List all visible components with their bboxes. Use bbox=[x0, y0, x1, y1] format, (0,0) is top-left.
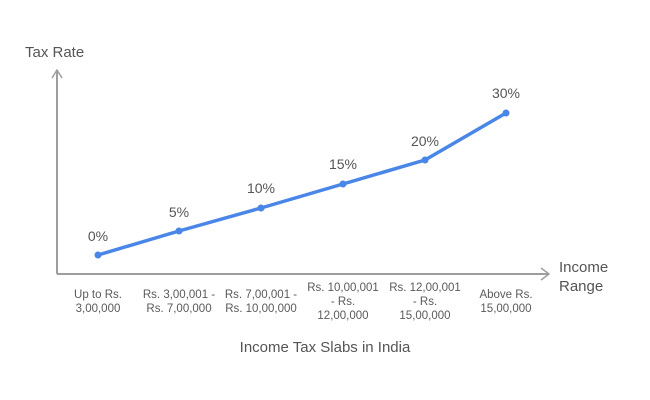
category-label-line: - Rs. bbox=[330, 296, 356, 308]
category-label-line: Rs. 7,00,001 - bbox=[224, 289, 298, 301]
category-label-line: 15,00,000 bbox=[480, 303, 532, 315]
category-label-line: Rs. 10,00,000 bbox=[225, 303, 297, 315]
category-label-line: Rs. 7,00,000 bbox=[146, 303, 212, 315]
data-point bbox=[502, 109, 510, 117]
x-axis-title: Income Range bbox=[559, 258, 608, 296]
y-axis-arrow-icon bbox=[51, 68, 63, 79]
data-point bbox=[175, 227, 183, 235]
point-label: 5% bbox=[168, 204, 190, 220]
data-point bbox=[339, 180, 347, 188]
category-label-line: 15,00,000 bbox=[399, 310, 451, 322]
tax-rate-line bbox=[96, 111, 508, 257]
category-label-line: 3,00,000 bbox=[75, 303, 121, 315]
category-label: Up to Rs. 3,00,000 bbox=[57, 288, 139, 316]
data-point bbox=[421, 156, 429, 164]
category-label-line: Up to Rs. bbox=[74, 289, 122, 301]
category-label-line: Rs. 12,00,001 bbox=[389, 282, 461, 294]
category-label-line: Rs. 3,00,001 - bbox=[142, 289, 216, 301]
point-label: 0% bbox=[87, 228, 109, 244]
category-label-line: 12,00,000 bbox=[317, 310, 369, 322]
category-label-line: Rs. 10,00,001 bbox=[307, 282, 379, 294]
point-label: 20% bbox=[410, 133, 440, 149]
category-label-line: Above Rs. bbox=[479, 289, 533, 301]
x-axis-arrow-icon bbox=[540, 267, 551, 281]
category-label: Above Rs. 15,00,000 bbox=[465, 288, 547, 316]
category-label: Rs. 10,00,001 - Rs. 12,00,000 bbox=[302, 281, 384, 323]
category-label: Rs. 12,00,001 - Rs. 15,00,000 bbox=[384, 281, 466, 323]
data-point bbox=[94, 251, 102, 259]
point-label: 15% bbox=[328, 156, 358, 172]
x-axis-title-line1: Income bbox=[559, 259, 609, 276]
y-axis-title: Tax Rate bbox=[25, 44, 85, 61]
point-label: 30% bbox=[491, 85, 521, 101]
category-label-line: - Rs. bbox=[412, 296, 438, 308]
category-label: Rs. 3,00,001 - Rs. 7,00,000 bbox=[138, 288, 220, 316]
category-label: Rs. 7,00,001 - Rs. 10,00,000 bbox=[220, 288, 302, 316]
chart-title: Income Tax Slabs in India bbox=[239, 339, 411, 356]
x-axis-title-line2: Range bbox=[559, 278, 604, 295]
data-point bbox=[257, 204, 265, 212]
point-label: 10% bbox=[246, 180, 276, 196]
